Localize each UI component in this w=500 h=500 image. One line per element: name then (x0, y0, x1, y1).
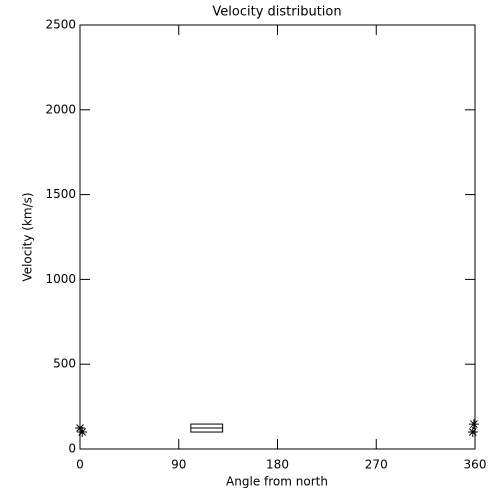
x-tick-label: 180 (266, 458, 289, 472)
y-axis-label: Velocity (km/s) (21, 192, 35, 281)
y-tick-label: 0 (68, 442, 76, 456)
x-axis-label: Angle from north (226, 475, 328, 489)
x-tick-label: 90 (171, 458, 186, 472)
y-tick-label: 2500 (45, 18, 76, 32)
point (77, 427, 88, 438)
point (75, 422, 85, 433)
chart-title: Velocity distribution (212, 5, 341, 20)
point (467, 427, 478, 438)
x-tick-label: 270 (365, 458, 388, 472)
x-tick-label: 360 (464, 458, 487, 472)
y-tick-label: 500 (53, 357, 76, 371)
y-tick-label: 1000 (45, 272, 76, 286)
point (468, 419, 479, 430)
y-tick-label: 1500 (45, 187, 76, 201)
y-tick-label: 2000 (45, 102, 76, 116)
x-tick-label: 0 (76, 458, 84, 472)
